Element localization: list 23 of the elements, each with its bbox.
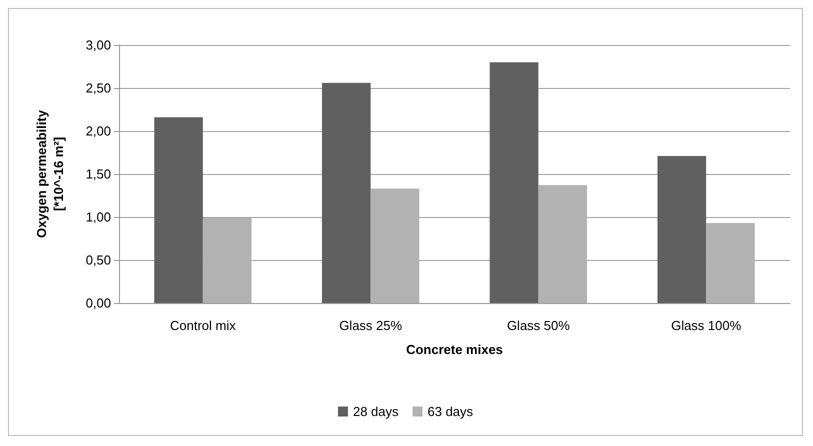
x-axis-title: Concrete mixes [406,342,503,357]
y-tick-label: 2,50 [86,80,111,96]
bar [490,62,538,303]
y-tick-label: 2,00 [86,124,111,138]
y-tick-label: 0,00 [86,296,111,310]
x-tick-label: Glass 100% [671,318,742,333]
bar [657,156,706,303]
bar [154,117,203,303]
x-tick-label: Glass 25% [339,318,402,333]
y-axis-title: Oxygen permeability [*10^-16 m²] [34,109,66,238]
bar [202,218,252,303]
legend-label: 63 days [428,404,474,419]
bar [322,82,371,303]
x-tick-label: Control mix [170,318,236,333]
y-tick-label: 1,00 [86,210,111,224]
bar [370,188,420,303]
x-tick-label: Glass 50% [506,318,570,333]
y-tick-label: 1,50 [86,166,111,182]
legend-label: 28 days [352,404,399,419]
y-tick-label: 0,50 [86,252,111,268]
bar [706,223,755,303]
y-tick-label: 3,00 [86,38,111,52]
bar [538,185,588,303]
